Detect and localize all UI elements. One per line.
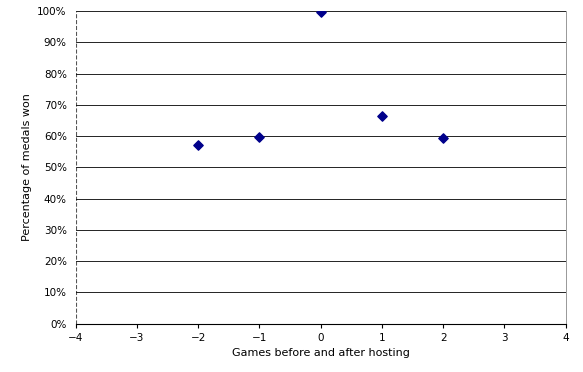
- Point: [255, 134, 264, 140]
- Point: [438, 135, 448, 141]
- Y-axis label: Percentage of medals won: Percentage of medals won: [22, 93, 31, 241]
- Point: [316, 9, 325, 15]
- Point: [377, 113, 387, 119]
- X-axis label: Games before and after hosting: Games before and after hosting: [231, 348, 410, 358]
- Point: [194, 142, 203, 148]
